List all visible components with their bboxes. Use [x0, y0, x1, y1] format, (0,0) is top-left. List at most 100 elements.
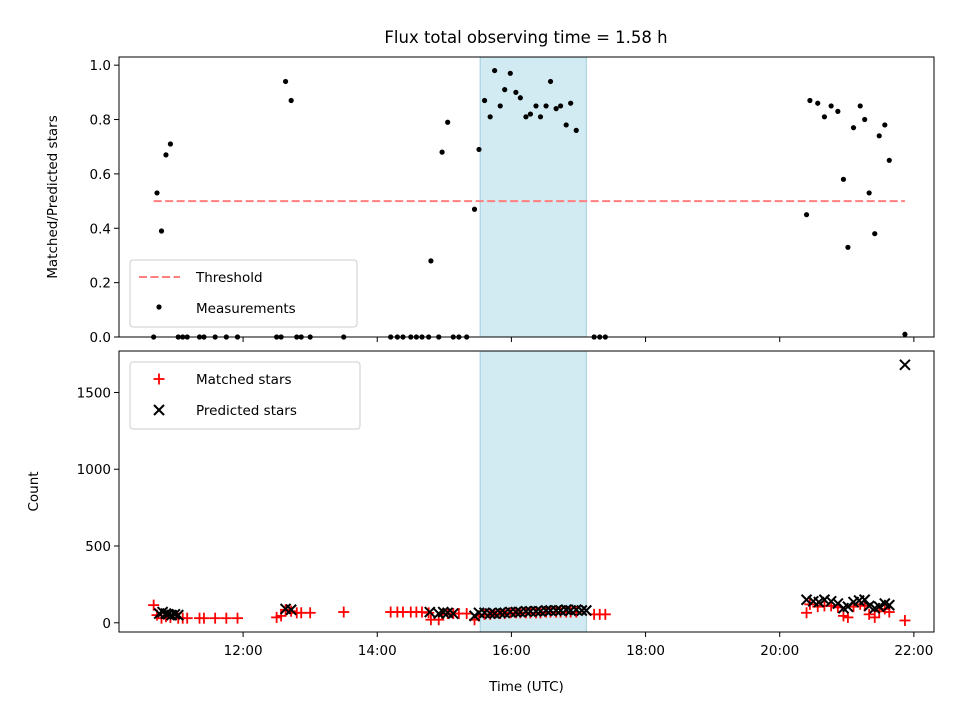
measurement-point [481, 97, 488, 104]
bottom-legend: Matched stars Predicted stars [129, 361, 361, 430]
measurements-legend-marker [156, 304, 162, 310]
measurement-point [835, 108, 841, 114]
top-observing-window [479, 56, 587, 338]
matched-star-point [869, 611, 881, 623]
measurement-point [471, 206, 478, 212]
matched-legend-glyph [153, 373, 165, 385]
matched-star-point [599, 608, 611, 620]
measurement-point [439, 149, 445, 155]
predicted-star-point [285, 604, 297, 616]
measurement-point [573, 127, 579, 133]
top-y-tick-label: 0.0 [90, 330, 111, 346]
measurement-point [876, 133, 882, 139]
top-y-axis-label: Matched/Predicted stars [45, 115, 61, 278]
predicted-star-point [576, 604, 588, 617]
measurement-point [476, 146, 482, 153]
measurement-point [850, 125, 857, 131]
bottom-x-tick-label: 22:00 [894, 643, 933, 659]
top-y-tick-label: 0.2 [90, 276, 111, 292]
predicted-star-point [580, 604, 593, 617]
measurement-point [537, 114, 544, 120]
count-panel: 0 500 1000 1500 12:00 14:00 16:00 18:00 20:00 22… [26, 350, 935, 695]
measurement-point [282, 78, 289, 85]
measurement-point [507, 70, 513, 76]
predicted-star-point [172, 609, 184, 621]
predicted-star-point [494, 607, 506, 619]
ratio-panel: 0.0 0.2 0.4 0.6 0.8 1.0 Matched/Predicted sta… [45, 56, 935, 346]
matched-star-point [220, 612, 232, 624]
threshold-legend-label: Threshold [195, 270, 263, 286]
predicted-star-point [424, 606, 436, 618]
matched-star-point [148, 599, 160, 611]
matched-star-point [232, 612, 244, 624]
bottom-x-tick-label: 20:00 [760, 643, 799, 659]
measurement-point [862, 116, 868, 123]
measurement-point [882, 122, 888, 128]
measurement-point [857, 103, 863, 109]
measurement-point [828, 103, 834, 109]
measurements-series [151, 67, 908, 340]
bottom-x-tick-label: 14:00 [358, 643, 397, 659]
predicted-stars-series [153, 359, 911, 622]
bottom-x-tick-label: 12:00 [224, 643, 263, 659]
predicted-stars-legend-marker [153, 404, 165, 416]
measurement-point [840, 176, 847, 182]
predicted-star-point [540, 604, 552, 617]
predicted-star-point [510, 606, 522, 618]
measurement-point [845, 244, 851, 250]
predicted-star-point [899, 359, 911, 371]
measurement-point [513, 89, 519, 95]
bottom-y-tick-label: 500 [85, 539, 111, 555]
matched-star-point [801, 607, 813, 619]
bottom-x-tick-label: 16:00 [492, 643, 531, 659]
measurement-point [502, 87, 508, 93]
measurement-point [288, 97, 294, 104]
top-y-tick-label: 0.6 [90, 167, 111, 183]
measurement-point [563, 122, 569, 128]
matched-star-point [209, 612, 221, 624]
predicted-star-point [858, 594, 871, 606]
matched-stars-legend-marker [153, 373, 165, 385]
predicted-star-point [530, 605, 542, 617]
measurement-point [163, 152, 169, 158]
predicted-star-point [873, 600, 885, 613]
measurement-point [803, 212, 810, 218]
measurement-point [866, 190, 872, 196]
predicted-star-point [484, 607, 496, 620]
measurement-point [807, 97, 813, 104]
predicted-star-point [437, 606, 449, 618]
measurement-point [557, 103, 564, 109]
measurement-point [523, 114, 529, 120]
top-y-tick-label: 1.0 [90, 58, 111, 74]
measurements-legend-label: Measurements [196, 301, 296, 317]
measurement-point [154, 190, 160, 196]
measurement-point [547, 78, 554, 85]
bottom-panel-frame [118, 350, 935, 633]
predicted-star-point [550, 604, 562, 617]
matched-star-point [198, 612, 210, 624]
top-x-axis-ticks [242, 337, 915, 342]
predicted-star-point [818, 594, 831, 606]
measurement-point [445, 119, 451, 125]
measurement-point [815, 100, 821, 106]
measurement-point [167, 141, 174, 147]
measurement-point [492, 67, 498, 74]
measurement-point [517, 95, 523, 101]
measurement-point [533, 103, 539, 109]
bottom-legend-box [129, 361, 361, 430]
figure-title: Flux total observing time = 1.58 h [384, 28, 667, 47]
top-legend: Threshold Measurements [129, 259, 358, 328]
bottom-x-axis-ticks: 12:00 14:00 16:00 18:00 20:00 22:00 [224, 632, 933, 659]
predicted-stars-legend-label: Predicted stars [196, 403, 297, 419]
bottom-y-axis-ticks: 0 500 1000 1500 [77, 385, 119, 632]
bottom-y-axis-label: Count [26, 471, 42, 511]
top-y-axis-ticks: 0.0 0.2 0.4 0.6 0.8 1.0 [90, 58, 119, 346]
matched-stars-legend-label: Matched stars [196, 372, 292, 388]
measurement-point [158, 228, 165, 234]
x-axis-label: Time (UTC) [488, 679, 564, 695]
measurement-point [568, 100, 574, 106]
top-y-tick-label: 0.4 [90, 221, 111, 237]
measurement-point [902, 331, 908, 337]
matched-star-point [899, 614, 911, 626]
